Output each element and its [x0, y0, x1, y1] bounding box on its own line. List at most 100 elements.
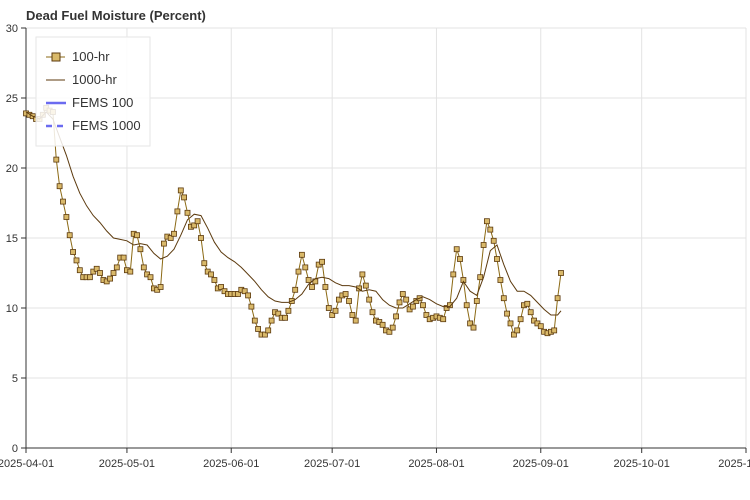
data-point-100-hr	[248, 303, 255, 310]
data-point-100-hr	[349, 312, 356, 318]
x-tick-label: 2025-06-01	[203, 458, 259, 470]
data-point-100-hr	[393, 313, 400, 320]
data-point-100-hr	[450, 271, 457, 278]
data-point-100-hr	[477, 274, 484, 281]
data-point-100-hr	[295, 268, 302, 275]
data-point-100-hr	[457, 256, 463, 262]
data-point-100-hr	[218, 284, 225, 290]
y-tick-label: 0	[12, 443, 18, 455]
data-point-100-hr	[403, 296, 410, 303]
y-tick-label: 25	[6, 93, 18, 105]
data-point-100-hr	[487, 226, 494, 233]
data-point-100-hr	[352, 317, 359, 324]
data-point-100-hr	[194, 218, 201, 225]
data-point-100-hr	[198, 235, 204, 241]
x-tick-label: 2025-08-01	[408, 458, 464, 470]
data-point-100-hr	[157, 284, 164, 290]
data-point-100-hr	[322, 284, 329, 290]
data-point-100-hr	[73, 257, 80, 264]
data-point-100-hr	[302, 264, 309, 271]
data-point-100-hr	[409, 303, 416, 310]
legend-label-fems-100: FEMS 100	[72, 95, 133, 110]
data-point-100-hr	[160, 240, 167, 247]
series-area	[23, 104, 564, 338]
legend-label-fems-1000: FEMS 1000	[72, 118, 141, 133]
data-point-100-hr	[369, 309, 376, 316]
data-point-100-hr	[389, 324, 396, 331]
data-point-100-hr	[211, 277, 218, 283]
data-point-100-hr	[497, 277, 504, 283]
data-point-100-hr	[76, 267, 83, 274]
legend-label-100-hr: 100-hr	[72, 49, 110, 64]
data-point-100-hr	[261, 331, 268, 338]
data-point-100-hr	[359, 271, 366, 278]
data-point-100-hr	[524, 300, 531, 307]
data-point-100-hr	[554, 295, 561, 302]
legend-item-100-hr: 100-hr	[46, 49, 110, 64]
y-tick-label: 30	[6, 23, 18, 35]
data-point-100-hr	[346, 298, 352, 304]
y-tick-label: 5	[12, 373, 18, 385]
data-point-100-hr	[235, 291, 241, 297]
data-point-100-hr	[309, 284, 315, 290]
data-point-100-hr	[282, 314, 289, 321]
y-tick-label: 20	[6, 163, 18, 175]
data-point-100-hr	[127, 268, 134, 275]
data-point-100-hr	[147, 274, 154, 281]
legend-item-1000-hr: 1000-hr	[46, 72, 117, 87]
data-point-100-hr	[551, 327, 558, 334]
data-point-100-hr	[56, 183, 63, 190]
x-tick-label: 2025-11-01	[718, 458, 750, 470]
legend: 100-hr 1000-hr FEMS 100 FEMS 1000	[35, 36, 151, 147]
data-point-100-hr	[494, 256, 500, 262]
data-point-100-hr	[298, 251, 305, 258]
data-point-100-hr	[473, 298, 480, 304]
data-point-100-hr	[87, 274, 93, 281]
data-point-100-hr	[93, 265, 100, 272]
data-point-100-hr	[504, 310, 511, 317]
data-point-100-hr	[500, 295, 507, 302]
data-point-100-hr	[174, 208, 181, 215]
data-point-100-hr	[558, 270, 564, 276]
x-tick-label: 2025-10-01	[614, 458, 670, 470]
data-point-100-hr	[537, 323, 544, 330]
data-point-100-hr	[517, 316, 524, 323]
series-line-1000-hr	[25, 111, 562, 316]
data-point-100-hr	[396, 299, 403, 306]
data-point-100-hr	[446, 302, 453, 309]
data-point-100-hr	[63, 214, 70, 220]
data-point-100-hr	[245, 292, 252, 299]
y-tick-label: 10	[6, 303, 18, 315]
data-point-100-hr	[251, 317, 258, 324]
x-tick-label: 2025-04-01	[0, 458, 54, 470]
data-point-100-hr	[362, 282, 369, 289]
data-point-100-hr	[305, 277, 312, 283]
data-point-100-hr	[184, 209, 191, 216]
data-point-100-hr	[66, 232, 73, 239]
data-point-100-hr	[241, 288, 248, 295]
data-point-100-hr	[177, 187, 184, 194]
data-point-100-hr	[480, 242, 487, 248]
data-point-100-hr	[171, 230, 177, 237]
data-point-100-hr	[268, 317, 275, 324]
data-point-100-hr	[265, 327, 272, 334]
data-point-100-hr	[342, 291, 349, 297]
data-point-100-hr	[453, 246, 460, 253]
data-point-100-hr	[325, 305, 332, 311]
data-point-100-hr	[181, 194, 188, 201]
data-point-100-hr	[440, 316, 447, 323]
data-point-100-hr	[275, 310, 282, 317]
data-point-100-hr	[379, 321, 386, 328]
data-point-100-hr	[399, 291, 406, 297]
data-point-100-hr	[467, 320, 474, 327]
legend-marker-100-hr	[51, 52, 61, 62]
data-point-100-hr	[332, 307, 339, 314]
data-point-100-hr	[53, 156, 60, 163]
data-point-100-hr	[167, 235, 174, 241]
data-point-100-hr	[329, 312, 336, 318]
data-point-100-hr	[366, 296, 373, 303]
data-point-100-hr	[120, 254, 127, 261]
data-point-100-hr	[201, 260, 208, 267]
data-point-100-hr	[356, 285, 363, 292]
